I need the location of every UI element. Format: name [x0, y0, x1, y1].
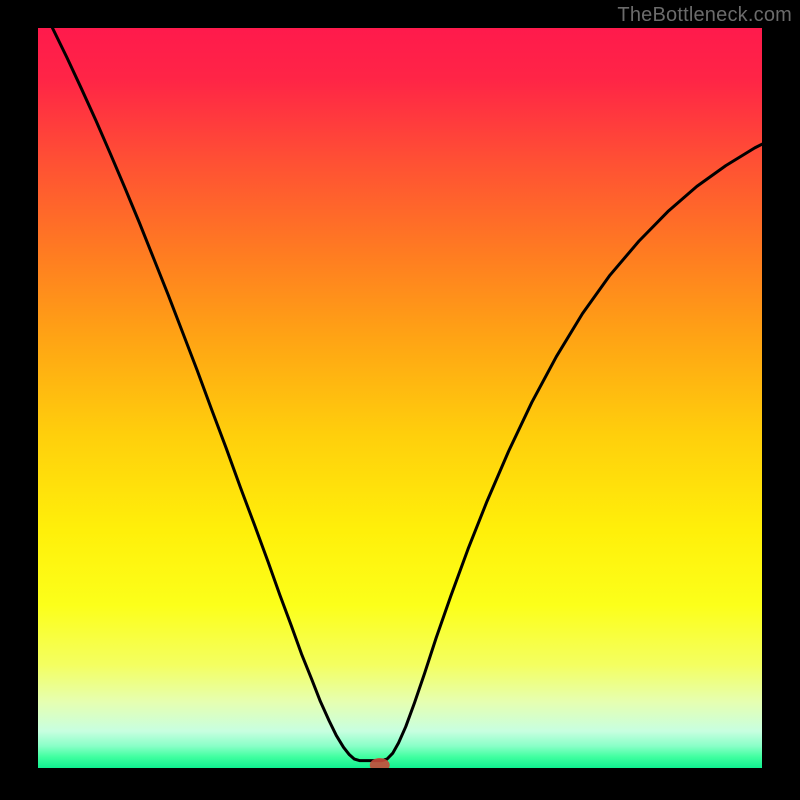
plot-background	[38, 28, 762, 768]
figure-container: TheBottleneck.com	[0, 0, 800, 800]
watermark-text: TheBottleneck.com	[617, 4, 792, 27]
bottleneck-chart	[38, 28, 762, 768]
